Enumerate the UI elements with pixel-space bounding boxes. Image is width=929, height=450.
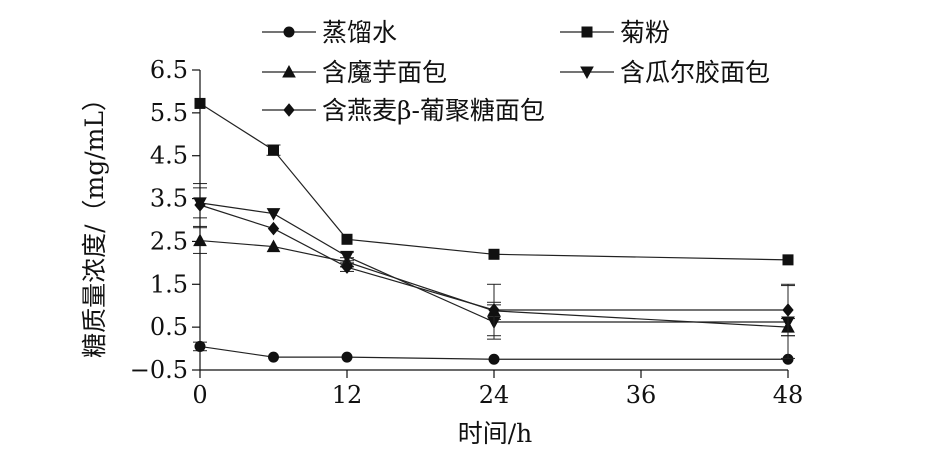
data-point (488, 353, 500, 365)
data-point (266, 208, 281, 221)
legend-label: 含魔芋面包 (322, 58, 447, 87)
x-tick-label: 48 (773, 381, 804, 409)
data-point (341, 351, 353, 363)
legend-item: 含瓜尔胶面包 (560, 58, 770, 87)
data-point (488, 248, 500, 260)
data-point (782, 254, 794, 266)
y-tick-label: 6.5 (150, 56, 188, 84)
y-tick-label: 3.5 (150, 185, 188, 213)
legend-marker (580, 66, 594, 80)
legend-marker (282, 64, 296, 78)
data-point (266, 239, 281, 253)
legend-label: 菊粉 (620, 18, 670, 47)
y-tick-label: 0.5 (150, 313, 188, 341)
y-tick-label: 5.5 (150, 99, 188, 127)
legend-item: 含燕麦β-葡聚糖面包 (262, 96, 545, 125)
data-point (782, 303, 794, 317)
x-tick-label: 36 (626, 381, 657, 409)
legend-item: 菊粉 (560, 18, 670, 47)
data-point (267, 221, 280, 236)
data-point (340, 250, 354, 264)
series-1 (193, 340, 794, 365)
y-tick-label: 1.5 (150, 270, 188, 298)
data-point (341, 260, 353, 274)
x-axis-label: 时间/h (458, 419, 533, 448)
y-tick-label: −0.5 (130, 356, 188, 384)
x-tick-label: 0 (192, 381, 207, 409)
legend-item: 蒸馏水 (262, 18, 397, 47)
legend-label: 含瓜尔胶面包 (620, 58, 770, 87)
x-tick-label: 24 (479, 381, 510, 409)
legend-marker (283, 26, 295, 38)
y-axis-label: 糖质量浓度/（mg/mL） (80, 86, 109, 358)
data-point (488, 303, 500, 317)
legend-item: 含魔芋面包 (262, 58, 447, 87)
legend-label: 含燕麦β-葡聚糖面包 (322, 96, 545, 125)
legend-marker (581, 26, 593, 38)
x-tick-label: 12 (332, 381, 363, 409)
y-tick-label: 4.5 (150, 142, 188, 170)
data-point (268, 144, 279, 156)
legend-label: 蒸馏水 (322, 18, 397, 47)
data-point (268, 351, 279, 363)
legend-marker (283, 103, 295, 117)
axes: −0.5 0.5 1.5 2.5 3.5 4.5 5.5 6.5 0 12 24 36 48 (130, 56, 804, 409)
data-point (341, 233, 353, 245)
y-tick-label: 2.5 (150, 227, 188, 255)
plot-area (193, 97, 795, 365)
